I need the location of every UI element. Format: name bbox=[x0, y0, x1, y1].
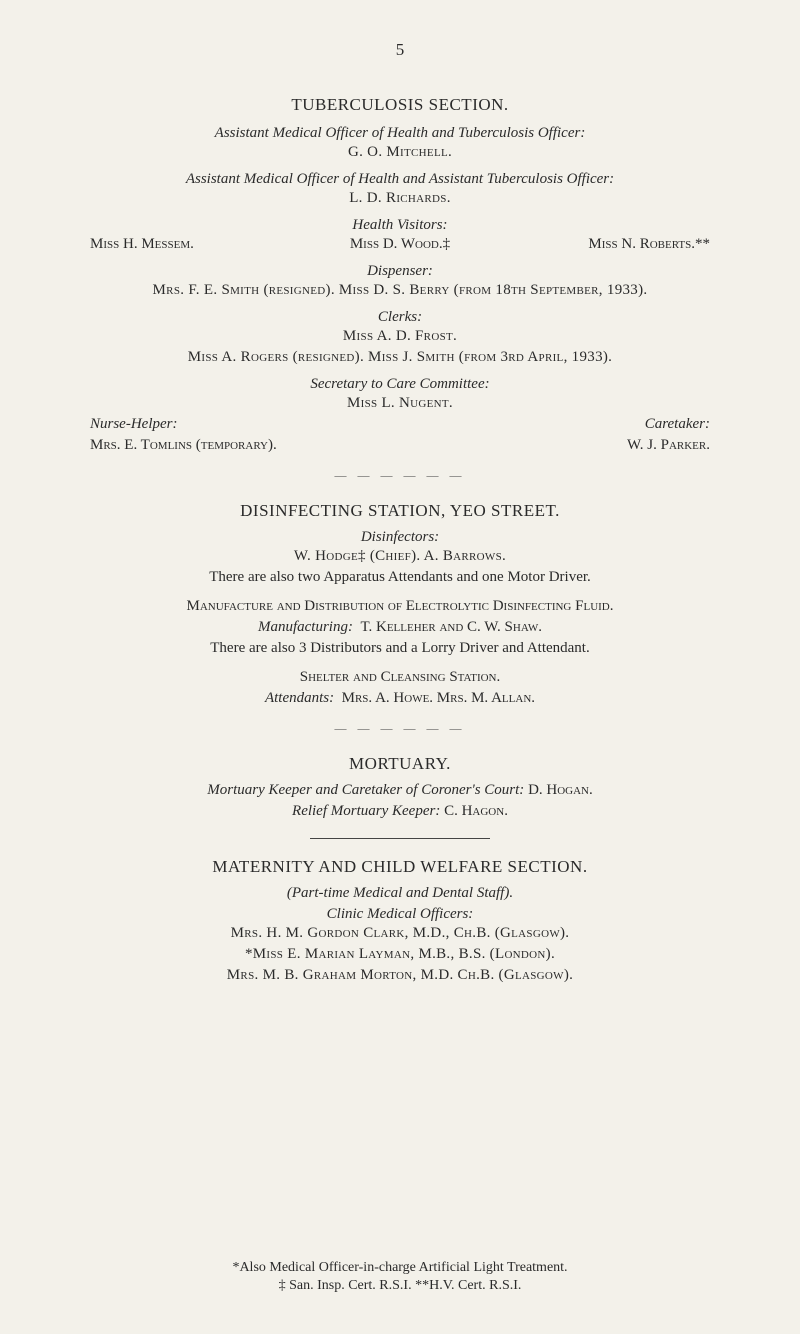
tb-amo-role: Assistant Medical Officer of Health and … bbox=[80, 125, 720, 142]
divider-dashes-2: — — — — — — bbox=[80, 721, 720, 736]
tb-clerks-line1: Miss A. D. Frost. bbox=[80, 328, 720, 345]
tb-nurse-role: Nurse-Helper: bbox=[90, 416, 400, 433]
mortuary-line2: Relief Mortuary Keeper: C. Hagon. bbox=[80, 803, 720, 820]
disinfect-role: Disinfectors: bbox=[80, 529, 720, 546]
manu-line: Manufacturing: T. Kelleher and C. W. Sha… bbox=[80, 619, 720, 636]
tb-hv-center: Miss D. Wood.‡ bbox=[350, 236, 450, 252]
tb-hv-left: Miss H. Messem. bbox=[90, 236, 194, 252]
tb-clerks-line2: Miss A. Rogers (resigned). Miss J. Smith… bbox=[80, 349, 720, 366]
tb-section-title: TUBERCULOSIS SECTION. bbox=[80, 95, 720, 115]
tb-disp-line: Mrs. F. E. Smith (resigned). Miss D. S. … bbox=[80, 282, 720, 299]
manu-title: Manufacture and Distribution of Electrol… bbox=[80, 598, 720, 615]
tb-disp-role: Dispenser: bbox=[80, 263, 720, 280]
footnote-line1: *Also Medical Officer-in-charge Artifici… bbox=[80, 1260, 720, 1276]
mortuary-title: MORTUARY. bbox=[80, 754, 720, 774]
tb-nurse-name: Mrs. E. Tomlins (temporary). bbox=[90, 437, 277, 453]
tb-sec-role: Secretary to Care Committee: bbox=[80, 376, 720, 393]
divider-dashes-1: — — — — — — bbox=[80, 468, 720, 483]
disinfect-title: DISINFECTING STATION, YEO STREET. bbox=[80, 501, 720, 521]
tb-assist-amo-name: L. D. Richards. bbox=[80, 190, 720, 207]
maternity-cmo3: Mrs. M. B. Graham Morton, M.D. Ch.B. (Gl… bbox=[80, 967, 720, 984]
dist-line: There are also 3 Distributors and a Lorr… bbox=[80, 640, 720, 657]
tb-caretaker-role: Caretaker: bbox=[400, 416, 710, 433]
tb-hv-role: Health Visitors: bbox=[80, 217, 720, 234]
tb-amo-name: G. O. Mitchell. bbox=[80, 144, 720, 161]
page-number: 5 bbox=[80, 40, 720, 60]
maternity-title: MATERNITY AND CHILD WELFARE SECTION. bbox=[80, 857, 720, 877]
tb-bottom-roles: Nurse-Helper: Caretaker: bbox=[90, 416, 710, 433]
mortuary-line1: Mortuary Keeper and Caretaker of Coroner… bbox=[80, 782, 720, 799]
footnotes: *Also Medical Officer-in-charge Artifici… bbox=[80, 1258, 720, 1296]
tb-caretaker-name: W. J. Parker. bbox=[627, 437, 710, 453]
tb-assist-amo-role: Assistant Medical Officer of Health and … bbox=[80, 171, 720, 188]
tb-hv-names: Miss H. Messem. Miss D. Wood.‡ Miss N. R… bbox=[90, 236, 710, 253]
rule-divider bbox=[310, 838, 490, 839]
maternity-subtitle: (Part-time Medical and Dental Staff). bbox=[80, 885, 720, 902]
tb-sec-name: Miss L. Nugent. bbox=[80, 395, 720, 412]
disinfect-app-line: There are also two Apparatus Attendants … bbox=[80, 569, 720, 586]
maternity-cmo1: Mrs. H. M. Gordon Clark, M.D., Ch.B. (Gl… bbox=[80, 925, 720, 942]
maternity-cmo-role: Clinic Medical Officers: bbox=[80, 906, 720, 923]
footnote-line2: ‡ San. Insp. Cert. R.S.I. **H.V. Cert. R… bbox=[80, 1278, 720, 1294]
maternity-cmo2: *Miss E. Marian Layman, M.B., B.S. (Lond… bbox=[80, 946, 720, 963]
shelter-line: Attendants: Mrs. A. Howe. Mrs. M. Allan. bbox=[80, 690, 720, 707]
tb-hv-right: Miss N. Roberts.** bbox=[588, 236, 710, 252]
tb-bottom-names: Mrs. E. Tomlins (temporary). W. J. Parke… bbox=[90, 437, 710, 454]
shelter-title: Shelter and Cleansing Station. bbox=[80, 669, 720, 686]
disinfect-line: W. Hodge‡ (Chief). A. Barrows. bbox=[80, 548, 720, 565]
tb-clerks-role: Clerks: bbox=[80, 309, 720, 326]
